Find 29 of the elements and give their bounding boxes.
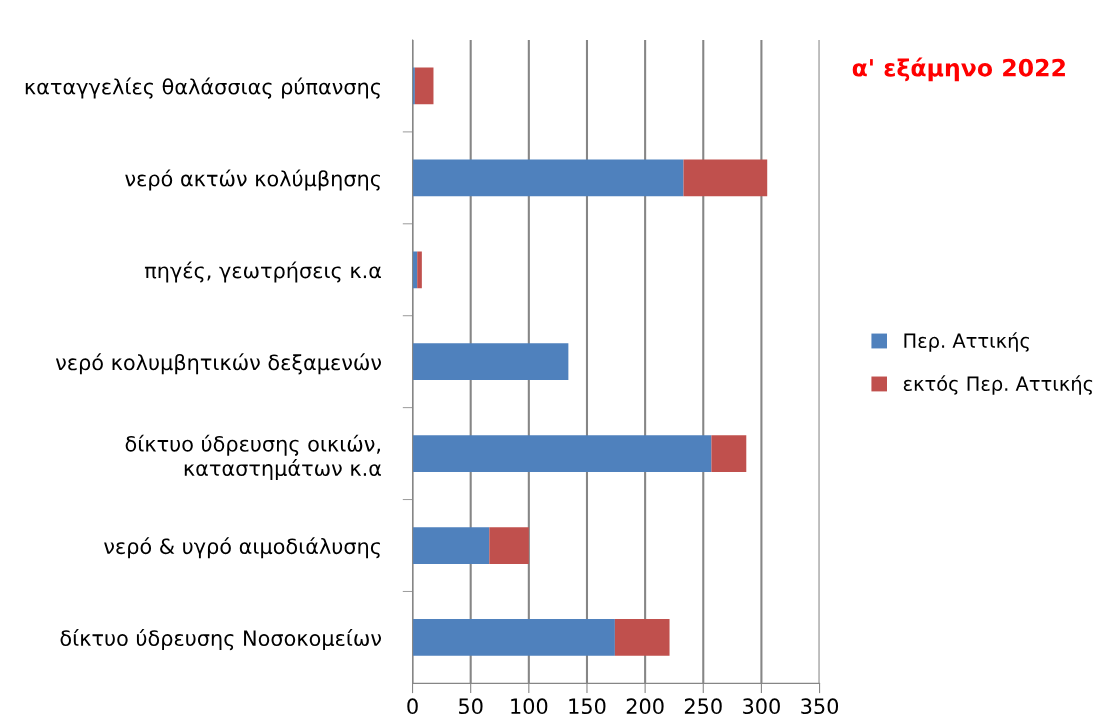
y-tick-label: δίκτυο ύδρευσης Νοσοκομείων <box>60 629 382 651</box>
bar <box>412 159 684 197</box>
bar <box>417 251 422 289</box>
x-tick-label: 50 <box>459 698 483 715</box>
y-tick-label: πηγές, γεωτρήσεις κ.α <box>144 261 381 283</box>
x-tick-label: 0 <box>407 698 418 715</box>
bar <box>614 619 670 656</box>
y-tick-label: δίκτυο ύδρευσης οικιών, καταστημάτων κ.α <box>125 434 381 481</box>
legend-label: εκτός Περ. Αττικής <box>903 375 1093 395</box>
x-tick-label: 100 <box>511 698 548 715</box>
x-tick-label: 250 <box>684 698 722 715</box>
bar <box>412 435 712 472</box>
x-tick-label: 150 <box>569 698 606 715</box>
bar <box>412 343 569 381</box>
bar <box>711 435 747 472</box>
y-tick-label: νερό ακτών κολύμβησης <box>125 169 380 191</box>
x-tick-label: 300 <box>743 698 780 715</box>
x-tick-label: 350 <box>801 698 839 715</box>
x-tick-label: 200 <box>626 698 664 715</box>
bar <box>412 619 615 656</box>
text: α' εξάμηνο 2022 <box>852 57 1065 82</box>
y-tick-label: καταγγελίες θαλάσσιας ρύπανσης <box>25 77 380 99</box>
bar <box>412 527 490 564</box>
bar <box>489 527 529 564</box>
y-tick-label: νερό κολυμβητικών δεξαμενών <box>55 353 382 375</box>
legend-label: Περ. Αττικής <box>904 332 1029 352</box>
bar <box>414 67 434 105</box>
y-tick-label: νερό & υγρό αιμοδιάλυσης <box>104 537 380 559</box>
bar <box>683 159 768 197</box>
